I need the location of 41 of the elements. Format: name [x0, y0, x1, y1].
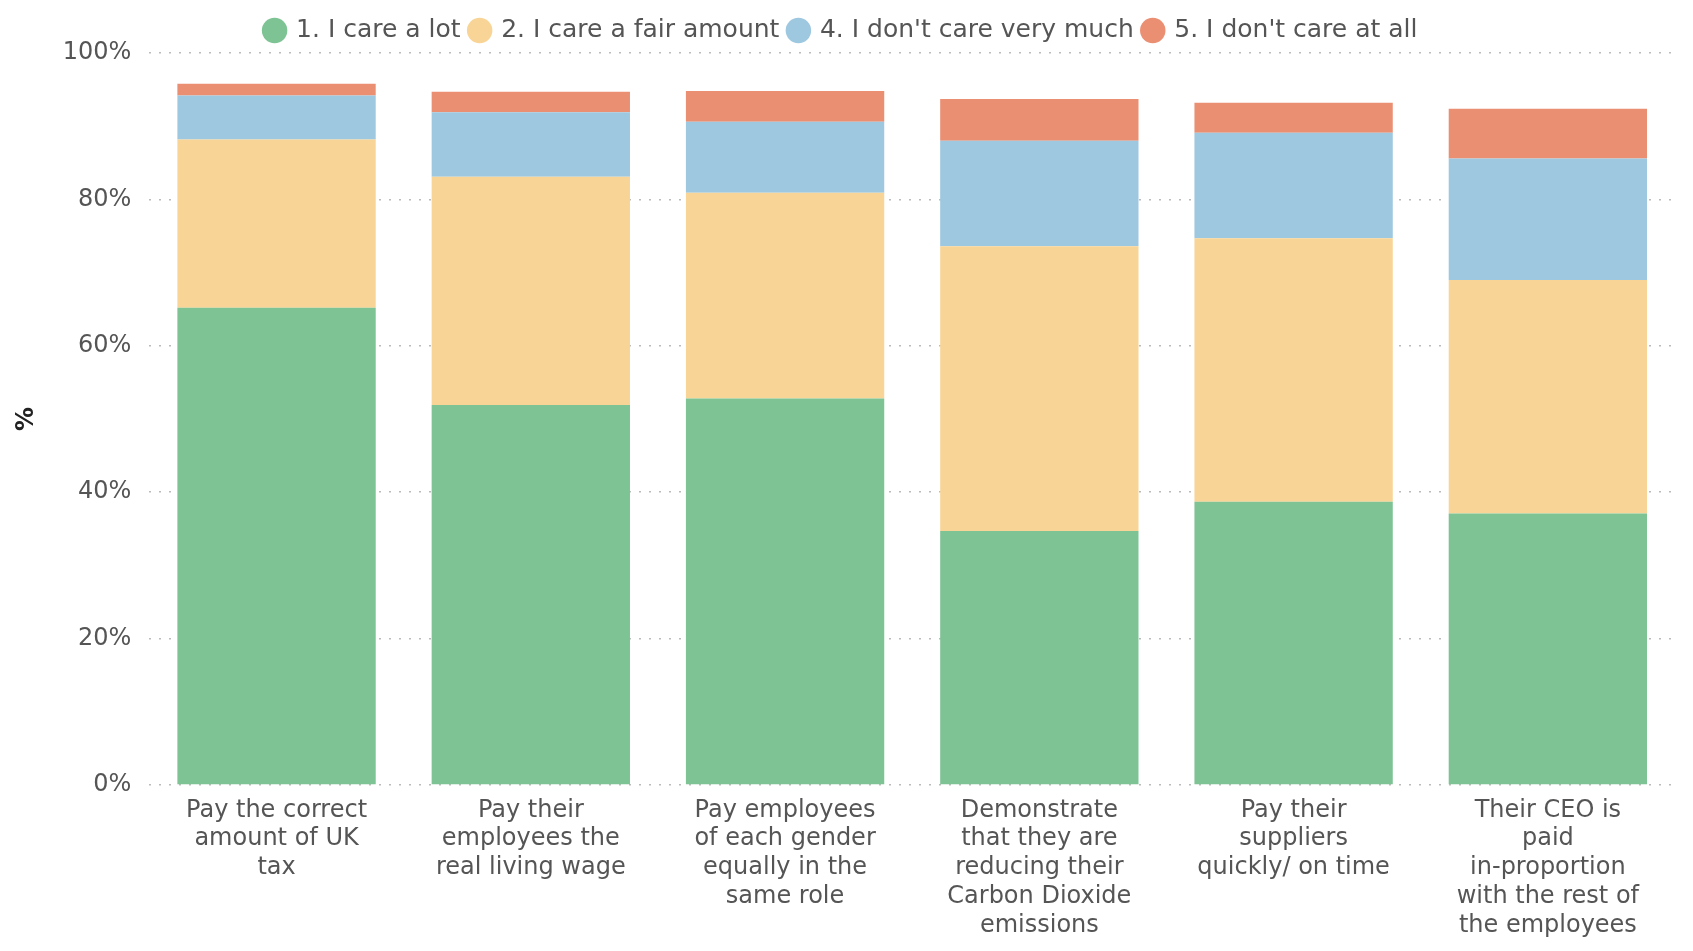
y-axis-title: %: [10, 406, 39, 432]
bar: [431, 112, 630, 177]
bar: [431, 91, 630, 113]
bar: [940, 99, 1139, 141]
bar: [177, 95, 376, 140]
bar: [685, 398, 885, 785]
legend-label: 1. I care a lot: [296, 14, 461, 43]
y-tick-label: 0%: [93, 769, 132, 798]
bar: [1194, 102, 1393, 133]
y-tick-label: 60%: [78, 330, 132, 359]
y-tick-label: 20%: [78, 622, 132, 651]
x-tick-label: Their CEO is paid in-proportion with the rest of the employees: [1456, 794, 1640, 938]
x-tick-label: Pay the correct amount of UK tax: [186, 794, 368, 881]
legend-label: 2. I care a fair amount: [501, 14, 780, 43]
legend-label: 4. I don't care very much: [819, 14, 1134, 43]
bar: [685, 91, 885, 122]
y-tick-label: 40%: [78, 476, 132, 505]
bar: [431, 176, 630, 406]
bar: [177, 83, 376, 96]
bar: [685, 192, 885, 399]
bar: [1448, 108, 1648, 159]
bar: [1194, 132, 1393, 239]
bar: [940, 531, 1139, 785]
x-tick-label: Pay employees of each gender equally in the same role: [694, 794, 876, 910]
bar: [1194, 501, 1393, 785]
bar: [1448, 279, 1648, 514]
y-tick-label: 80%: [78, 183, 132, 212]
bar: [431, 405, 630, 785]
bar: [940, 246, 1139, 531]
bar: [177, 139, 376, 308]
x-tick-label: Pay their employees the real living wage: [435, 794, 626, 881]
bar: [177, 307, 376, 785]
bar: [1448, 158, 1648, 280]
x-tick-label: Demonstrate that they are reducing their Carbon Dioxide emissions: [947, 794, 1132, 938]
bar: [1448, 513, 1648, 785]
bar: [685, 121, 885, 193]
y-tick-label: 100%: [62, 37, 132, 66]
bar: [940, 140, 1139, 247]
bar: [1194, 238, 1393, 502]
legend-label: 5. I don't care at all: [1174, 14, 1418, 43]
x-tick-label: Pay their suppliers quickly/ on time: [1197, 794, 1390, 881]
